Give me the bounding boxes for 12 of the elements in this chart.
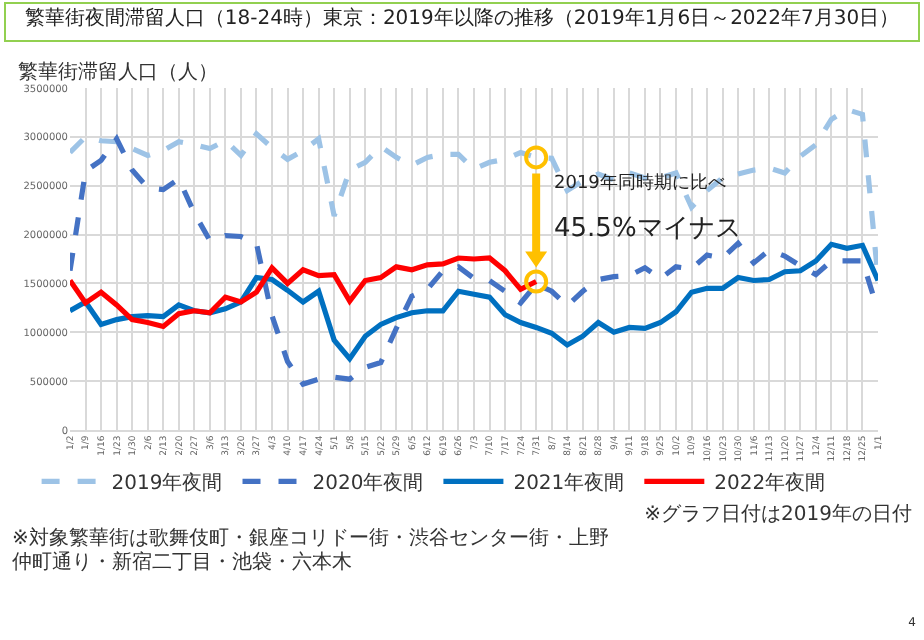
- legend-label: 2020年夜間: [312, 471, 424, 496]
- y-axis-title: 繁華街滞留人口（人）: [18, 60, 218, 84]
- legend-label: 2022年夜間: [714, 471, 826, 496]
- text: ※グラフ日付は2019年の日付: [644, 504, 912, 528]
- legend-label: 2021年夜間: [513, 471, 625, 496]
- chart-title: 繁華街夜間滞留人口（18-24時）東京：2019年以降の推移（2019年1月6日～2022年7月30日）: [24, 5, 900, 30]
- text: ※対象繁華街は歌舞伎町・銀座コリドー街・渋谷センター街・上野仲町通り・新宿二丁目・池袋・六本木: [12, 528, 611, 576]
- annotation: 45.5%マイナス: [554, 214, 741, 244]
- line-series: [70, 136, 878, 387]
- line-series: [70, 241, 878, 362]
- legend-label: 2019年夜間: [111, 471, 223, 496]
- annotation: 2019年同時期に比べ: [554, 172, 726, 194]
